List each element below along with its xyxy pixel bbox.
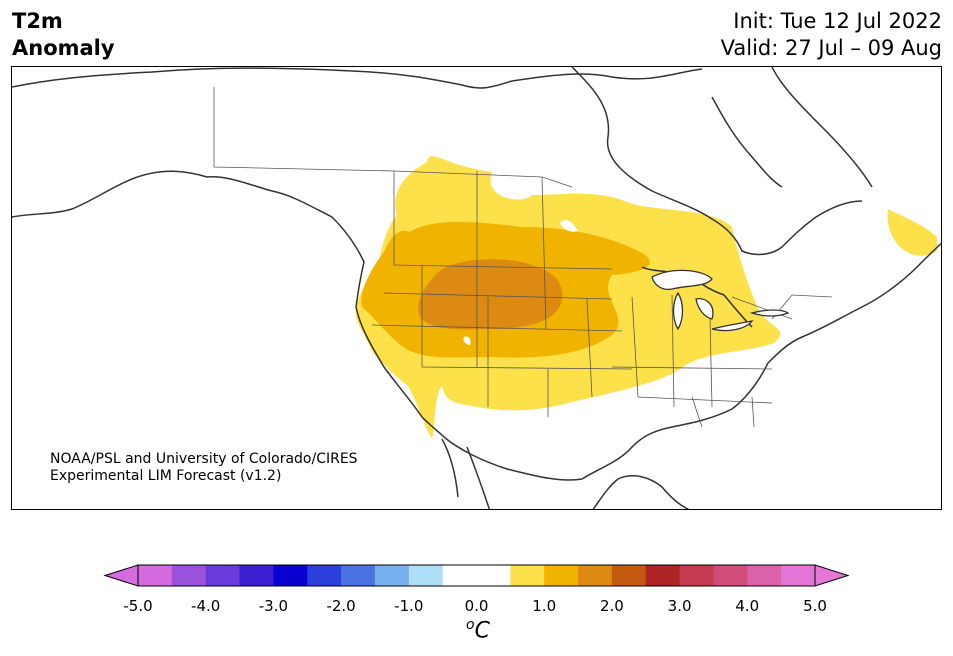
colorbar-tick-label: -5.0 <box>123 597 153 615</box>
colorbar-tick-label: -3.0 <box>258 597 289 615</box>
variable-label: T2m <box>12 9 63 33</box>
colorbar-unit: oC <box>466 617 490 643</box>
colorbar-extend-low <box>103 564 139 587</box>
colorbar-tick-label: 2.0 <box>599 597 624 615</box>
data-credit: NOAA/PSL and University of Colorado/CIRE… <box>50 451 358 485</box>
colorbar-swatch <box>679 565 714 586</box>
lake <box>560 219 578 232</box>
anomaly-contour-0-5-labrador <box>887 209 937 256</box>
colorbar-tick-label: -1.0 <box>394 597 424 615</box>
map-graphic <box>12 67 941 509</box>
colorbar-swatch <box>442 565 477 586</box>
colorbar-extend-high <box>814 564 850 587</box>
colorbar-swatch <box>713 565 748 586</box>
colorbar-swatch <box>645 565 681 586</box>
colorbar-frame <box>137 564 816 587</box>
forecast-dates: Init: Tue 12 Jul 2022 Valid: 27 Jul – 09… <box>721 8 942 62</box>
colorbar-swatch <box>544 565 579 586</box>
colorbar-tick-label: 1.0 <box>532 597 557 615</box>
colorbar-tick-label: 0.0 <box>464 597 489 615</box>
colorbar-swatch <box>374 565 410 586</box>
anomaly-contour-1-5 <box>418 259 563 330</box>
coastlines <box>12 67 941 509</box>
colorbar-swatch <box>781 565 816 586</box>
colorbar-tick-label: 5.0 <box>803 597 827 615</box>
credit-line-2: Experimental LIM Forecast (v1.2) <box>50 468 282 484</box>
unit-letter: C <box>474 618 490 644</box>
colorbar-swatch <box>205 565 241 586</box>
colorbar-swatch <box>307 565 342 586</box>
colorbar-swatch <box>341 565 376 586</box>
init-date: Init: Tue 12 Jul 2022 <box>733 9 942 33</box>
colorbar-swatch <box>138 565 173 586</box>
anomaly-map: NOAA/PSL and University of Colorado/CIRE… <box>11 66 942 510</box>
colorbar-swatch <box>239 565 274 586</box>
colorbar-tick-label: 4.0 <box>735 597 760 615</box>
colorbar-swatch <box>476 565 511 586</box>
colorbar-tick-label: 3.0 <box>667 597 692 615</box>
colorbar-tick-label: -4.0 <box>191 597 221 615</box>
great-lakes <box>651 269 790 332</box>
colorbar-swatch <box>611 565 647 586</box>
political-borders <box>213 87 833 428</box>
colorbar-swatch <box>273 565 308 586</box>
valid-range: Valid: 27 Jul – 09 Aug <box>720 36 942 60</box>
degree-symbol: o <box>466 617 475 633</box>
colorbar-swatch <box>171 565 207 586</box>
colorbar-swatch <box>747 565 782 586</box>
colorbar-swatch <box>510 565 545 586</box>
colorbar-tick-label: -2.0 <box>326 597 356 615</box>
credit-line-1: NOAA/PSL and University of Colorado/CIRE… <box>50 451 358 467</box>
map-title: T2m Anomaly <box>12 8 115 62</box>
lake <box>463 336 471 345</box>
metric-label: Anomaly <box>12 36 115 60</box>
colorbar-swatch <box>578 565 613 586</box>
colorbar-swatch <box>408 565 444 586</box>
